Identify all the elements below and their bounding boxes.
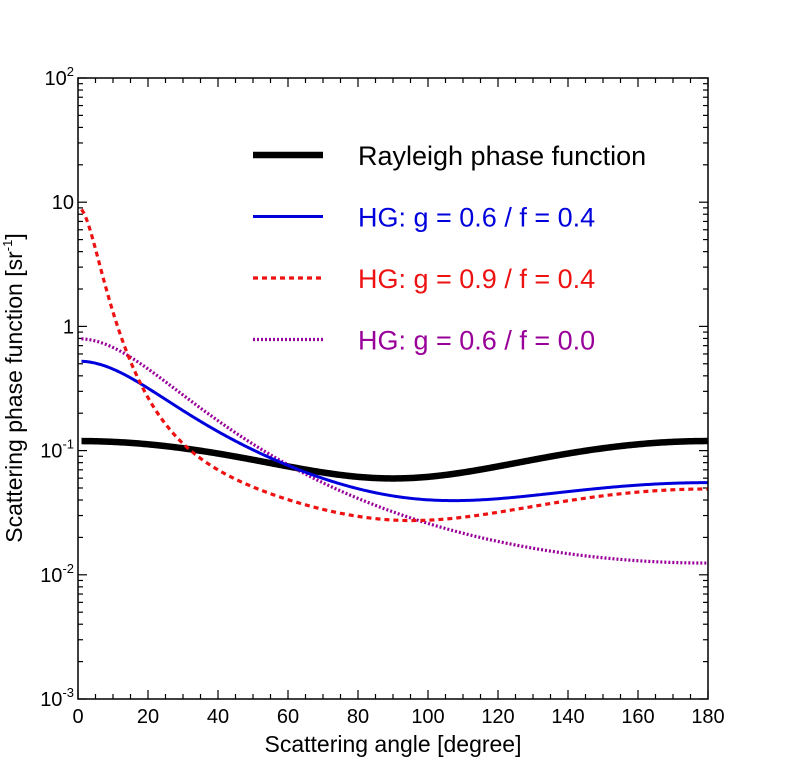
y-tick-label: 1 bbox=[63, 316, 74, 338]
y-axis-title-main: Scattering phase function [sr bbox=[1, 251, 27, 543]
x-tick-label: 40 bbox=[207, 706, 229, 728]
x-tick-label: 80 bbox=[347, 706, 369, 728]
y-tick-labels: 10-3 10-2 10-1 1 10 102 bbox=[40, 64, 74, 711]
y-tick-label: 10 bbox=[52, 192, 74, 214]
x-tick-label: 60 bbox=[277, 706, 299, 728]
legend-label-3: HG: g = 0.6 / f = 0.0 bbox=[358, 326, 595, 356]
x-tick-label: 140 bbox=[551, 706, 584, 728]
x-tick-label: 120 bbox=[481, 706, 514, 728]
y-tick-label: 102 bbox=[45, 64, 74, 90]
x-tick-label: 0 bbox=[72, 706, 83, 728]
legend-label-2: HG: g = 0.9 / f = 0.4 bbox=[358, 264, 595, 294]
x-tick-labels: 0 20 40 60 80 100 120 140 160 180 bbox=[72, 706, 724, 728]
x-axis-title: Scattering angle [degree] bbox=[264, 731, 521, 757]
y-axis-title: Scattering phase function [sr-1] bbox=[0, 233, 27, 542]
series-line-2 bbox=[80, 208, 708, 523]
y-tick-label: 10-3 bbox=[40, 685, 74, 711]
series-line-3 bbox=[81, 337, 708, 565]
y-tick-label: 10-1 bbox=[40, 437, 74, 463]
legend-label-1: HG: g = 0.6 / f = 0.4 bbox=[358, 203, 595, 233]
series-line-0 bbox=[80, 437, 710, 482]
y-axis-title-end: ] bbox=[1, 233, 27, 239]
series-lines bbox=[80, 208, 710, 565]
x-tick-label: 100 bbox=[411, 706, 444, 728]
y-tick-label: 10-2 bbox=[40, 561, 74, 587]
x-tick-label: 20 bbox=[137, 706, 159, 728]
legend: Rayleigh phase function HG: g = 0.6 / f =… bbox=[253, 141, 646, 356]
legend-label-0: Rayleigh phase function bbox=[358, 141, 646, 171]
x-tick-label: 180 bbox=[691, 706, 724, 728]
y-axis-title-sup: -1 bbox=[0, 240, 15, 252]
series-line-1 bbox=[81, 359, 709, 503]
plot-frame bbox=[77, 77, 709, 700]
x-tick-label: 160 bbox=[621, 706, 654, 728]
